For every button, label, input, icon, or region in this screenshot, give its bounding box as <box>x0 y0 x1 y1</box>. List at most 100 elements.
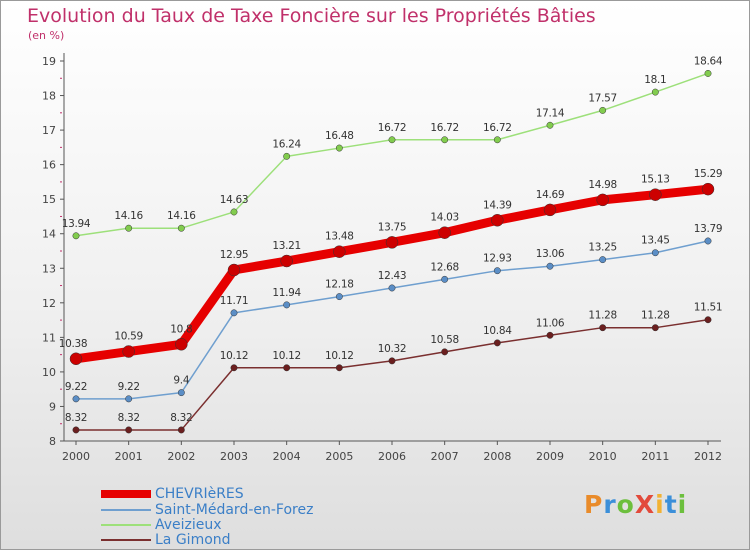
data-label: 14.63 <box>220 194 249 206</box>
data-point <box>72 232 80 240</box>
data-point <box>651 249 659 257</box>
data-point <box>335 293 343 301</box>
data-point <box>335 364 343 372</box>
data-label: 14.98 <box>588 179 617 191</box>
y-tick-label: 10 <box>42 366 56 379</box>
data-point <box>177 224 185 232</box>
data-point <box>599 324 607 332</box>
data-point <box>599 256 607 264</box>
data-point <box>72 395 80 403</box>
data-label: 16.72 <box>483 122 512 134</box>
data-label: 10.58 <box>430 334 459 346</box>
data-point <box>125 224 133 232</box>
y-tick-label: 14 <box>42 228 56 241</box>
x-tick-label: 2002 <box>167 450 195 463</box>
data-label: 8.32 <box>65 412 87 424</box>
data-label: 8.32 <box>118 412 140 424</box>
data-point <box>122 345 135 358</box>
data-point <box>441 136 449 144</box>
y-tick-label: 8 <box>49 435 56 448</box>
data-point <box>283 301 291 309</box>
x-tick-label: 2008 <box>483 450 511 463</box>
data-point <box>704 316 712 324</box>
chart-title: Evolution du Taux de Taxe Foncière sur l… <box>27 5 596 27</box>
data-point <box>491 214 504 227</box>
data-label: 11.28 <box>641 310 670 322</box>
data-label: 17.14 <box>536 107 565 119</box>
data-label: 14.39 <box>483 199 512 211</box>
x-tick-label: 2000 <box>62 450 90 463</box>
data-point <box>388 357 396 365</box>
data-label: 10.12 <box>325 350 354 362</box>
data-point <box>546 331 554 339</box>
data-label: 13.48 <box>325 231 354 243</box>
data-point <box>704 69 712 77</box>
data-label: 12.93 <box>483 253 512 265</box>
data-label: 9.22 <box>65 381 87 393</box>
data-label: 11.28 <box>588 310 617 322</box>
data-label: 16.72 <box>430 122 459 134</box>
legend-item-aveizieux: Aveizieux <box>101 516 222 533</box>
legend-swatch-saint-medard <box>101 508 151 511</box>
y-tick-label: 13 <box>42 262 56 275</box>
data-point <box>333 245 346 258</box>
data-point <box>177 389 185 397</box>
data-point <box>493 136 501 144</box>
y-tick-label: 17 <box>42 124 56 137</box>
x-tick-label: 2007 <box>431 450 459 463</box>
logo-letter: X <box>634 490 656 519</box>
data-point <box>280 254 293 268</box>
legend-item-saint-medard: Saint-Médard-en-Forez <box>101 501 314 518</box>
data-point <box>599 106 607 114</box>
data-point <box>230 309 238 317</box>
data-label: 10.12 <box>272 350 301 362</box>
data-label: 17.57 <box>588 92 617 104</box>
data-label: 11.71 <box>220 295 249 307</box>
data-point <box>546 121 554 129</box>
data-point <box>546 262 554 270</box>
chart-subtitle: (en %) <box>28 29 65 42</box>
data-point <box>493 267 501 275</box>
data-point <box>651 88 659 96</box>
legend-label-aveizieux: Aveizieux <box>155 516 222 533</box>
data-point <box>227 263 241 277</box>
data-label: 11.94 <box>272 287 301 299</box>
data-point <box>596 193 609 207</box>
x-tick-label: 2001 <box>115 450 143 463</box>
logo-letter: r <box>603 490 617 519</box>
data-label: 12.43 <box>378 270 407 282</box>
data-label: 12.18 <box>325 279 354 291</box>
logo-letter: o <box>616 490 635 519</box>
legend-item-chevrieres: CHEVRIèRES <box>101 486 244 502</box>
data-point <box>438 226 451 239</box>
data-point <box>283 152 291 160</box>
data-label: 10.32 <box>378 343 407 355</box>
x-tick-label: 2012 <box>694 450 722 463</box>
data-label: 12.95 <box>220 249 249 261</box>
legend-swatch-chevrieres <box>101 489 151 498</box>
data-label: 10.59 <box>114 331 143 343</box>
y-tick-label: 11 <box>42 331 56 344</box>
data-label: 16.24 <box>272 138 301 150</box>
data-point <box>493 339 501 347</box>
x-tick-label: 2011 <box>641 450 669 463</box>
data-label: 11.06 <box>536 317 565 329</box>
y-tick-label: 12 <box>42 297 56 310</box>
x-tick-label: 2009 <box>536 450 564 463</box>
data-label: 13.79 <box>694 223 723 235</box>
data-label: 13.25 <box>588 242 617 254</box>
data-point <box>701 182 715 196</box>
x-tick-label: 2006 <box>378 450 406 463</box>
data-label: 13.45 <box>641 235 670 247</box>
data-label: 15.29 <box>694 168 723 180</box>
logo-letter: P <box>584 490 604 519</box>
logo-letter: t <box>664 490 678 519</box>
data-point <box>230 208 238 216</box>
legend-label-saint-medard: Saint-Médard-en-Forez <box>155 501 314 518</box>
data-label: 18.1 <box>644 74 666 86</box>
data-label: 16.72 <box>378 122 407 134</box>
data-point <box>283 364 291 372</box>
data-point <box>385 236 399 249</box>
x-tick-label: 2010 <box>589 450 617 463</box>
